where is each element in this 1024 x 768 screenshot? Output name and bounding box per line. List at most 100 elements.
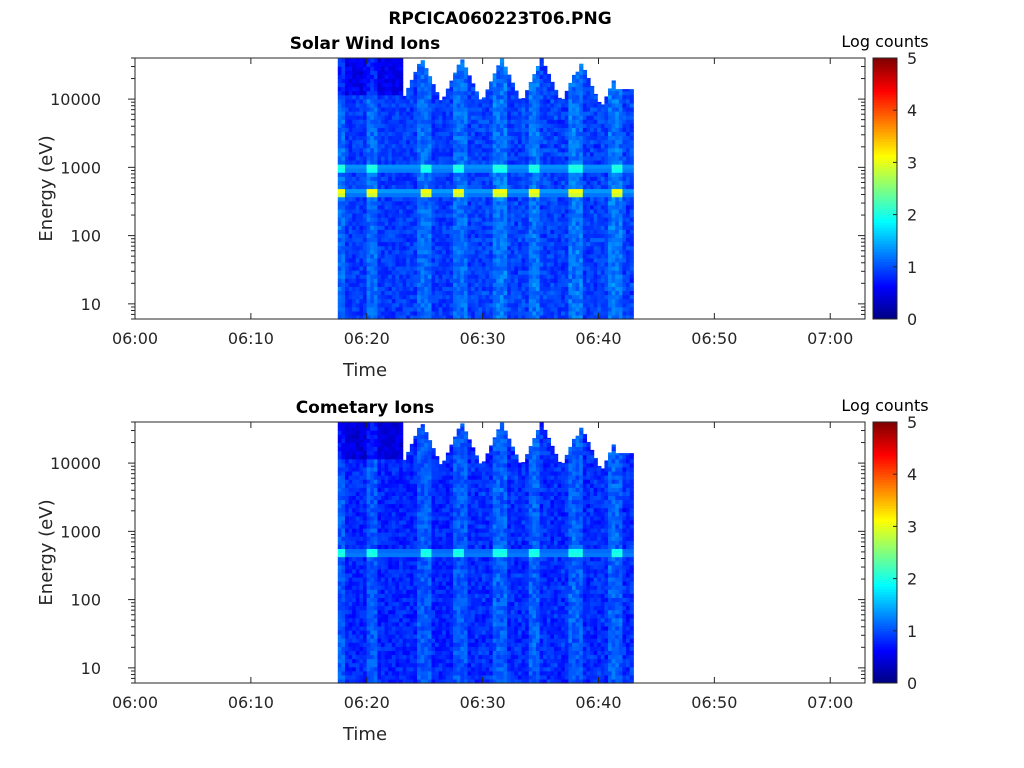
heatmap-cell [517,217,523,222]
heatmap-cell [337,208,342,214]
heatmap-cell [355,94,360,100]
heatmap-cell [352,115,357,120]
heatmap-cell [492,90,497,96]
heatmap-cell [460,82,465,88]
heatmap-cell [579,237,584,243]
heatmap-cell [514,98,519,104]
heatmap-cell [413,225,418,230]
heatmap-cell [600,233,606,239]
heatmap-cell [517,225,523,230]
heatmap-cell [344,302,350,308]
heatmap-cell [546,147,551,153]
heatmap-cell [618,217,624,222]
heatmap-cell [460,302,465,308]
heatmap-cell [344,253,350,259]
heatmap-cell [557,233,562,239]
heatmap-cell [514,139,519,145]
heatmap-cell [427,180,433,186]
heatmap-cell [435,200,440,206]
heatmap-cell [442,278,447,283]
heatmap-cell [525,192,530,198]
heatmap-cell [442,119,447,124]
heatmap-cell [348,147,353,153]
heatmap-cell [471,270,476,275]
heatmap-cell [467,180,472,186]
heatmap-cell [395,188,400,194]
heatmap-cell [582,225,588,230]
heatmap-cell [604,168,609,173]
heatmap-cell [532,98,537,104]
heatmap-cell [485,237,490,243]
heatmap-cell [507,249,512,255]
heatmap-cell [474,123,479,128]
heatmap-cell [535,127,541,133]
heatmap-cell [352,298,357,304]
heatmap-cell [615,245,620,251]
heatmap-cell [427,106,433,112]
heatmap-cell [615,229,620,234]
heatmap-cell [395,306,400,312]
heatmap-cell [370,78,375,84]
heatmap-cell [564,314,569,320]
heatmap-cell [539,253,544,259]
heatmap-cell [568,119,573,124]
heatmap-cell [611,229,616,234]
heatmap-cell [449,204,454,210]
heatmap-cell [564,217,569,222]
heatmap-cell [453,164,458,169]
heatmap-cell [622,290,627,296]
heatmap-cell [492,306,497,312]
heatmap-cell [485,298,490,304]
heatmap-cell [417,314,422,320]
heatmap-cell [499,278,505,283]
heatmap-cell [525,310,530,316]
heatmap-cell [535,111,541,116]
heatmap-cell [424,302,429,308]
heatmap-cell [424,180,429,186]
heatmap-cell [399,229,404,234]
heatmap-cell [496,65,501,67]
heatmap-cell [525,306,530,312]
heatmap-cell [381,168,386,173]
heatmap-cell [608,257,613,263]
heatmap-cell [615,290,620,296]
heatmap-cell [539,90,544,96]
heatmap-cell [539,127,544,133]
heatmap-cell [582,70,588,75]
heatmap-cell [460,196,465,202]
heatmap-cell [359,200,364,206]
heatmap-cell [539,139,544,145]
heatmap-cell [463,225,469,230]
heatmap-cell [449,82,454,88]
heatmap-cell [557,180,562,186]
heatmap-cell [453,298,458,304]
heatmap-cell [402,274,407,279]
heatmap-cell [341,82,346,88]
heatmap-cell [427,237,433,243]
heatmap-cell [615,237,620,243]
heatmap-cell [582,212,588,218]
heatmap-cell [572,176,577,181]
heatmap-cell [352,86,357,92]
heatmap-cell [442,111,447,116]
heatmap-cell [546,212,551,218]
heatmap-cell [453,302,458,308]
heatmap-cell [553,115,559,120]
heatmap-cell [629,212,634,218]
heatmap-cell [355,290,360,296]
heatmap-cell [427,294,433,300]
heatmap-cell [489,298,494,304]
heatmap-cell [507,200,512,206]
heatmap-cell [467,221,472,226]
heatmap-cell [615,253,620,259]
heatmap-cell [618,119,624,124]
heatmap-cell [391,298,397,304]
heatmap-cell [409,151,415,157]
heatmap-cell [370,265,375,271]
heatmap-cell [532,298,537,304]
heatmap-cell [427,302,433,308]
heatmap-cell [622,102,627,108]
heatmap-cell [611,98,616,104]
heatmap-cell [427,200,433,206]
heatmap-cell [435,310,440,316]
